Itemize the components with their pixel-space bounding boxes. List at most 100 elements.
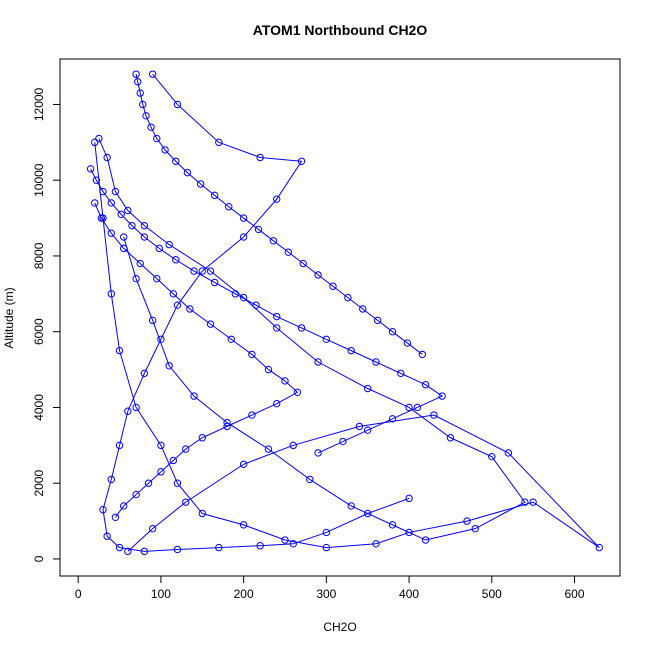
- data-point: [418, 350, 427, 359]
- y-axis: 0 2000 4000 6000 8000 10000 12000: [32, 87, 61, 562]
- data-point: [132, 70, 140, 78]
- data-point: [190, 392, 198, 400]
- data-point: [161, 146, 169, 154]
- data-point: [119, 233, 128, 241]
- data-point: [107, 229, 115, 237]
- data-point: [471, 524, 479, 533]
- data-point: [173, 100, 182, 109]
- data-point: [206, 320, 215, 328]
- data-point: [281, 377, 289, 385]
- series-line: [102, 73, 410, 552]
- data-point: [119, 244, 128, 253]
- data-point: [140, 547, 149, 556]
- data-point: [405, 494, 413, 503]
- data-point: [264, 445, 273, 453]
- x-tick-label: 400: [399, 587, 419, 601]
- data-point: [97, 214, 106, 222]
- data-point: [172, 256, 180, 264]
- data-point: [148, 316, 157, 325]
- y-tick-label: 10000: [32, 163, 46, 197]
- y-tick-label: 4000: [32, 394, 46, 421]
- data-point: [239, 521, 248, 529]
- y-tick-label: 12000: [32, 87, 46, 121]
- data-point: [264, 365, 273, 374]
- data-point: [157, 335, 165, 343]
- data-point: [239, 233, 248, 241]
- data-point: [124, 206, 132, 215]
- data-point: [182, 498, 190, 506]
- data-point: [372, 540, 380, 548]
- series-5: [86, 165, 446, 457]
- data-point: [153, 274, 161, 283]
- series-line: [98, 138, 526, 541]
- data-point: [231, 290, 240, 298]
- x-axis-label: CH2O: [323, 620, 356, 634]
- data-point: [153, 134, 161, 143]
- series-line: [90, 168, 444, 454]
- data-point: [99, 187, 107, 196]
- data-point: [111, 187, 120, 196]
- data-point: [273, 324, 281, 332]
- data-point: [190, 267, 198, 275]
- data-point: [198, 267, 206, 275]
- data-point: [117, 210, 125, 218]
- data-point: [155, 244, 163, 253]
- y-tick-label: 8000: [32, 242, 46, 269]
- series-line: [94, 202, 299, 518]
- data-point: [223, 422, 231, 431]
- data-point: [107, 199, 115, 207]
- data-point: [488, 452, 496, 461]
- data-point: [182, 445, 190, 453]
- data-point: [91, 138, 99, 147]
- data-point: [388, 328, 397, 336]
- data-point: [139, 100, 147, 109]
- data-point: [273, 195, 281, 203]
- data-point: [359, 305, 367, 313]
- data-point: [140, 221, 149, 230]
- data-point: [172, 157, 180, 165]
- data-point: [173, 301, 182, 309]
- data-point: [314, 358, 322, 366]
- data-point: [223, 418, 231, 427]
- data-point: [148, 524, 157, 533]
- data-point: [254, 225, 263, 234]
- data-point: [281, 536, 289, 544]
- data-point: [186, 305, 194, 313]
- data-point: [95, 134, 103, 143]
- x-tick-label: 500: [482, 587, 502, 601]
- data-point: [322, 335, 331, 343]
- data-point: [157, 441, 165, 450]
- data-point: [115, 543, 124, 552]
- data-point: [355, 422, 364, 431]
- data-point: [284, 248, 293, 256]
- x-tick-label: 100: [151, 587, 171, 601]
- data-point: [124, 407, 132, 415]
- series-line: [135, 74, 423, 355]
- x-axis: 0 100 200 300 400 500 600: [75, 575, 585, 601]
- data-point: [225, 203, 233, 211]
- data-point: [128, 221, 136, 230]
- y-tick-label: 2000: [32, 470, 46, 497]
- data-point: [595, 543, 604, 552]
- data-point: [132, 490, 140, 499]
- data-point: [103, 532, 111, 540]
- data-point: [165, 362, 173, 370]
- data-point: [215, 138, 223, 147]
- data-point: [119, 502, 128, 510]
- data-point: [239, 460, 248, 468]
- data-point: [173, 545, 182, 554]
- data-point: [165, 240, 173, 249]
- data-point: [132, 403, 140, 412]
- data-point: [289, 441, 297, 450]
- data-point: [227, 335, 235, 343]
- data-point: [148, 70, 157, 78]
- data-point: [92, 176, 101, 184]
- y-axis-label: Altitude (m): [2, 287, 16, 348]
- chart-title: ATOM1 Northbound CH2O: [253, 22, 428, 38]
- data-point: [504, 449, 513, 457]
- series-2: [95, 134, 529, 544]
- data-point: [364, 509, 372, 518]
- data-point: [239, 214, 248, 222]
- data-point: [147, 123, 155, 131]
- data-point: [256, 153, 264, 162]
